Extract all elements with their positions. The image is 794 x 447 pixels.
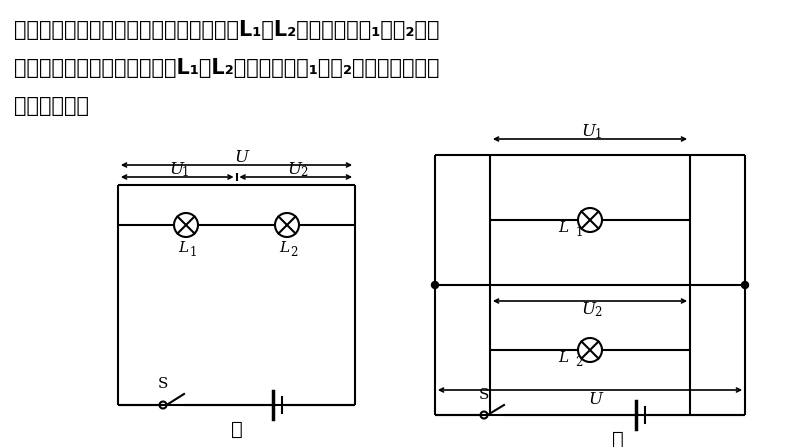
Text: U: U — [581, 123, 595, 140]
Text: U: U — [588, 391, 602, 408]
Text: S: S — [158, 377, 168, 391]
Circle shape — [742, 282, 749, 288]
Text: 1: 1 — [182, 166, 189, 180]
Text: 如图所示的甲、乙两个电路图中，甲图的L₁、L₂两端的电压Ｕ₁、Ｕ₂与电: 如图所示的甲、乙两个电路图中，甲图的L₁、L₂两端的电压Ｕ₁、Ｕ₂与电 — [14, 20, 440, 40]
Text: 2: 2 — [576, 357, 583, 370]
Text: 1: 1 — [595, 128, 602, 142]
Text: U: U — [169, 161, 183, 178]
Text: L: L — [558, 351, 568, 365]
Circle shape — [431, 282, 438, 288]
Text: 2: 2 — [300, 166, 307, 180]
Text: S: S — [479, 388, 489, 402]
Text: U: U — [581, 301, 595, 319]
Text: U: U — [234, 149, 249, 166]
Text: 2: 2 — [595, 307, 602, 320]
Text: 2: 2 — [291, 246, 298, 260]
Text: L: L — [279, 241, 289, 255]
Text: 甲: 甲 — [230, 419, 242, 439]
Text: 1: 1 — [576, 227, 583, 240]
Text: 乙: 乙 — [612, 430, 624, 447]
Text: 有什么关系？: 有什么关系？ — [14, 96, 89, 116]
Text: L: L — [178, 241, 188, 255]
Text: L: L — [558, 221, 568, 235]
Text: 1: 1 — [189, 246, 197, 260]
Text: 源电压Ｕ有什么关系？乙图的L₁、L₂两端的电压Ｕ₁、Ｕ₂与电源电压Ｕ又: 源电压Ｕ有什么关系？乙图的L₁、L₂两端的电压Ｕ₁、Ｕ₂与电源电压Ｕ又 — [14, 58, 440, 78]
Text: U: U — [287, 161, 302, 178]
